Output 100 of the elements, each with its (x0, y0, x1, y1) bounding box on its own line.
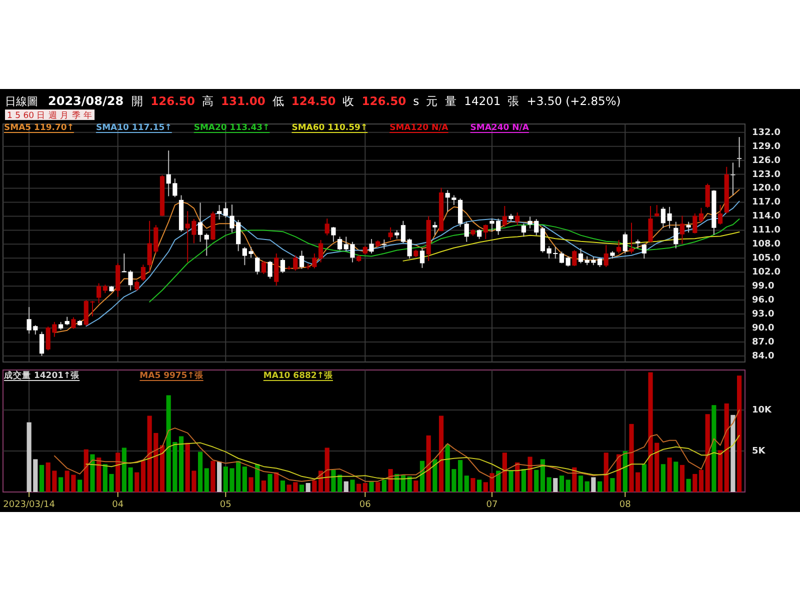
y-tick-label: 108.0 (752, 240, 780, 250)
bar (198, 452, 203, 492)
bar (515, 462, 520, 492)
bar (464, 476, 469, 492)
y-tick-label: 96.0 (752, 296, 774, 306)
bar (362, 482, 368, 492)
bar (712, 405, 716, 492)
bar (534, 470, 539, 492)
text: 124.50 (291, 94, 336, 108)
bar (268, 474, 272, 492)
bar (718, 450, 723, 492)
y-tick-label: 129.0 (752, 142, 780, 152)
bar (382, 480, 386, 492)
bar (204, 468, 209, 492)
candlestick (686, 221, 691, 234)
text: MA10 6882↑張 (263, 370, 334, 381)
y-tick-label: 114.0 (752, 212, 780, 222)
bar (306, 482, 310, 492)
y-tick-label: 87.0 (752, 337, 774, 348)
bar (90, 454, 95, 492)
x-tick-label: 2023/03/14 (3, 500, 56, 510)
candlestick (680, 215, 685, 244)
candlestick (578, 248, 584, 264)
candlestick (705, 183, 710, 208)
bar (502, 452, 507, 492)
y-tick-label: 126.0 (752, 156, 780, 166)
bar (299, 484, 304, 492)
y-tick-label: 120.0 (752, 184, 780, 194)
candlestick (566, 256, 570, 268)
bar (610, 478, 615, 492)
y-tick-label: 117.0 (752, 198, 780, 208)
candlestick (540, 226, 546, 254)
candlestick (337, 236, 342, 251)
bar (578, 476, 584, 492)
text: 126.50 (150, 94, 195, 108)
bar (116, 452, 120, 492)
bar (680, 464, 685, 492)
y-tick-label: 111.0 (752, 226, 780, 236)
candlestick (217, 204, 222, 220)
y-tick-label: 90.0 (752, 323, 774, 334)
text: SMA5 119.70↑ (4, 123, 74, 133)
candlestick (674, 221, 678, 249)
legend-label: SMA120 N/A (390, 123, 449, 133)
bar (96, 458, 102, 492)
bar (280, 480, 286, 492)
candlestick (477, 228, 482, 240)
line-series (54, 410, 740, 482)
bar (78, 480, 82, 492)
bar (255, 464, 260, 492)
candlestick (140, 264, 146, 282)
y-tick-label: 132.0 (752, 128, 780, 138)
text: 收 (342, 94, 355, 108)
candlestick (39, 331, 44, 356)
bar (356, 484, 362, 492)
text: 張 (508, 94, 520, 108)
bar (528, 456, 532, 492)
x-tick-label: 07 (486, 500, 498, 510)
candlestick (572, 250, 577, 267)
bar (616, 454, 622, 492)
bar (388, 469, 393, 492)
bar (698, 470, 704, 492)
candlestick (280, 258, 286, 274)
bar (559, 476, 564, 492)
bar (667, 458, 672, 492)
bar (470, 478, 476, 492)
candlestick (559, 251, 564, 264)
bar (477, 480, 482, 492)
text: 元 (426, 94, 438, 108)
text: 低 (272, 94, 284, 108)
y-tick-label: 10K (752, 405, 773, 416)
text: SMA10 117.15↑ (96, 123, 172, 133)
candlestick (452, 194, 456, 206)
candlestick (597, 257, 602, 268)
bar (724, 403, 729, 492)
candlestick (318, 239, 324, 263)
text: +3.50 (+2.85%) (526, 94, 621, 108)
bar (369, 481, 374, 492)
candlestick (718, 204, 723, 226)
bar (84, 449, 88, 492)
line-series (402, 232, 740, 262)
candlestick (521, 223, 526, 238)
bar (674, 462, 678, 492)
candlestick (420, 248, 425, 268)
candlestick (369, 238, 374, 254)
y-tick-label: 99.0 (752, 282, 774, 292)
bar (432, 459, 438, 492)
bar (540, 459, 546, 492)
chart-title: 日線圖 (5, 95, 38, 108)
candlestick (223, 202, 228, 218)
text: MA5 9975↑張 (140, 370, 204, 381)
x-tick-label: 04 (112, 500, 124, 510)
candlestick (71, 316, 76, 330)
bar (160, 445, 165, 492)
candlestick (432, 221, 438, 236)
text: 量 (445, 94, 458, 108)
text: 高 (202, 94, 214, 108)
candlestick (324, 218, 330, 236)
bar (210, 460, 216, 492)
line-series (86, 200, 740, 327)
bar (686, 478, 691, 492)
